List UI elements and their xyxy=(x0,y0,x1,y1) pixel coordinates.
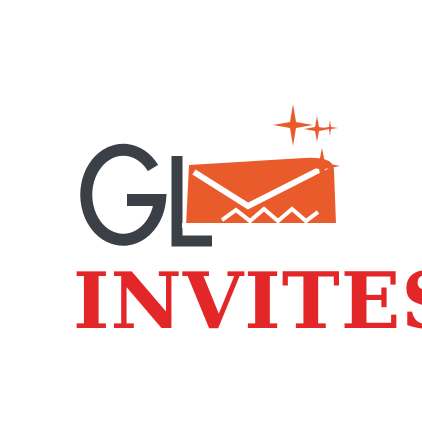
envelope-icon xyxy=(182,157,342,228)
envelope-bottom-zigzag xyxy=(220,206,320,224)
envelope-body xyxy=(186,157,336,226)
letter-l-shape xyxy=(171,156,212,247)
sparkle-icon xyxy=(273,104,340,184)
letter-g-shape xyxy=(80,143,167,246)
logo-monogram xyxy=(80,143,212,247)
sparkle-envelope xyxy=(304,148,340,184)
sparkle-small xyxy=(322,120,338,136)
envelope-flap xyxy=(192,163,329,210)
sparkle-large xyxy=(273,104,313,146)
sparkle-right xyxy=(304,116,330,142)
envelope-base-gap xyxy=(182,223,342,228)
brand-word: INVITES xyxy=(73,256,422,347)
